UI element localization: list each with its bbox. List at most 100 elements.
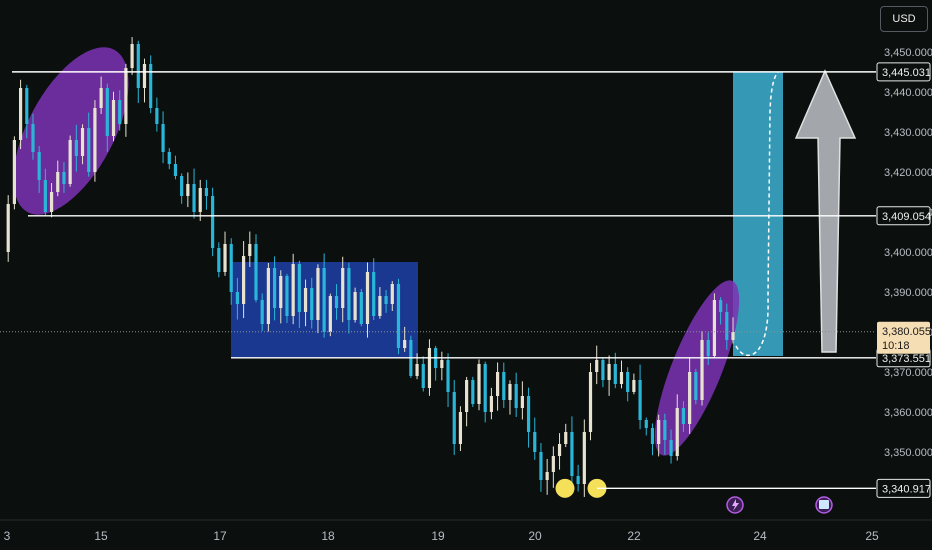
- candle-body: [570, 432, 574, 476]
- candle: [242, 241, 246, 319]
- candle: [211, 187, 215, 257]
- y-tick-label: 3,360.000: [884, 407, 932, 419]
- candle: [409, 335, 413, 379]
- candle-body: [526, 396, 531, 432]
- y-tick-label: 3,430.000: [884, 127, 932, 139]
- candle-body: [279, 276, 283, 308]
- candle: [700, 331, 704, 406]
- candle-body: [632, 380, 636, 392]
- candle: [87, 112, 91, 177]
- candle-body: [149, 64, 153, 108]
- candle: [495, 362, 500, 411]
- candle-body: [310, 288, 314, 320]
- candle-series: [6, 37, 735, 497]
- x-tick-label: 25: [865, 529, 879, 543]
- candle: [124, 63, 128, 137]
- candle-body: [303, 288, 308, 312]
- candle-body: [217, 248, 221, 272]
- candle: [526, 387, 531, 448]
- candle: [186, 172, 190, 208]
- bullish-arrow: [794, 69, 857, 353]
- candle: [539, 443, 543, 492]
- candle-body: [731, 332, 735, 340]
- candle-body: [669, 440, 673, 456]
- candle: [601, 357, 605, 388]
- candle-body: [359, 292, 363, 324]
- candle: [372, 258, 376, 321]
- candle: [613, 352, 617, 389]
- currency-button[interactable]: USD: [880, 6, 928, 32]
- candle: [520, 381, 524, 420]
- candle: [229, 238, 233, 305]
- candle-body: [657, 420, 661, 444]
- candle: [316, 264, 320, 334]
- candle-body: [681, 408, 686, 424]
- candle-body: [539, 452, 543, 480]
- candle-body: [211, 196, 215, 248]
- candle: [644, 417, 648, 436]
- level-price-label: 3,445.031: [882, 67, 931, 79]
- candle: [725, 303, 729, 350]
- candle: [62, 162, 66, 193]
- candle-body: [514, 384, 518, 408]
- candle-body: [582, 432, 586, 484]
- candle-body: [607, 364, 611, 380]
- candle: [49, 183, 54, 218]
- candle-body: [334, 296, 339, 308]
- candle: [80, 124, 85, 165]
- candle: [173, 155, 178, 180]
- candle: [514, 372, 518, 417]
- candle: [235, 277, 240, 320]
- candle: [489, 387, 493, 420]
- candle-body: [545, 472, 549, 480]
- candle-body: [62, 172, 66, 184]
- candle: [638, 364, 642, 430]
- target-box: [733, 72, 783, 356]
- candle-body: [130, 44, 134, 68]
- candle: [632, 373, 636, 395]
- candle: [334, 284, 339, 320]
- candle-body: [93, 108, 97, 172]
- candle-body: [384, 296, 388, 304]
- candle-body: [706, 340, 710, 356]
- candle-body: [31, 124, 35, 152]
- level-price-label-box: [876, 478, 931, 498]
- candle-body: [316, 268, 320, 320]
- candle: [204, 179, 209, 210]
- candle: [557, 433, 562, 470]
- candle-body: [12, 140, 16, 204]
- candle: [390, 281, 394, 311]
- candle: [706, 332, 710, 366]
- candle: [582, 419, 586, 497]
- candle: [155, 97, 159, 132]
- candle: [719, 297, 723, 325]
- candle-body: [142, 64, 147, 88]
- candle-body: [49, 192, 54, 212]
- candle: [217, 242, 221, 278]
- candle: [688, 357, 692, 434]
- candle: [663, 413, 667, 455]
- candle: [502, 362, 506, 408]
- candle-body: [465, 380, 469, 412]
- overlays-back: [13, 47, 783, 456]
- candle: [434, 345, 438, 381]
- x-tick-label: 20: [528, 529, 542, 543]
- candle: [626, 367, 630, 402]
- candle-body: [390, 284, 394, 304]
- overlays-front: [555, 69, 857, 498]
- candle: [396, 278, 401, 355]
- x-tick-label: 15: [94, 529, 108, 543]
- candle-body: [186, 184, 190, 196]
- candle: [365, 262, 370, 338]
- candle-body: [87, 128, 91, 172]
- candle: [403, 326, 407, 352]
- candle: [465, 376, 469, 427]
- candle-body: [725, 312, 729, 340]
- candle-body: [508, 384, 512, 400]
- candle-body: [533, 432, 537, 452]
- candle-body: [619, 372, 624, 384]
- level-price-label: 3,340.917: [882, 483, 931, 495]
- candle: [657, 414, 661, 457]
- candle: [260, 293, 264, 332]
